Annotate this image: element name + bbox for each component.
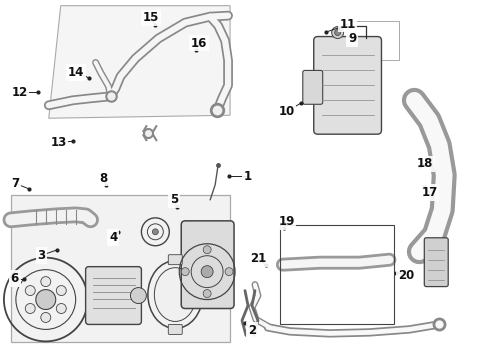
FancyBboxPatch shape (303, 71, 323, 104)
Text: 4: 4 (109, 231, 117, 244)
FancyBboxPatch shape (314, 37, 382, 134)
Text: 3: 3 (37, 249, 46, 262)
Circle shape (335, 30, 341, 36)
Text: 20: 20 (398, 269, 414, 282)
FancyBboxPatch shape (168, 324, 182, 334)
Circle shape (203, 289, 211, 298)
Text: 1: 1 (244, 170, 252, 183)
Circle shape (201, 266, 213, 278)
Text: 9: 9 (348, 32, 357, 45)
FancyBboxPatch shape (181, 221, 234, 309)
Circle shape (56, 303, 66, 314)
Text: 15: 15 (143, 12, 159, 24)
Text: 21: 21 (250, 252, 267, 265)
Text: 19: 19 (278, 215, 294, 228)
Text: 8: 8 (99, 172, 108, 185)
Bar (349, 21, 399, 60)
Bar (280, 225, 394, 324)
Text: 2: 2 (248, 324, 256, 337)
Circle shape (225, 268, 233, 276)
Text: 16: 16 (191, 36, 207, 50)
Ellipse shape (154, 268, 196, 321)
Circle shape (152, 229, 158, 235)
Circle shape (41, 312, 51, 323)
FancyBboxPatch shape (424, 238, 448, 287)
Text: 7: 7 (12, 177, 20, 190)
Circle shape (130, 288, 147, 303)
Circle shape (41, 276, 51, 287)
Bar (11, 195, 230, 342)
Text: 13: 13 (50, 136, 67, 149)
Text: 11: 11 (340, 18, 356, 31)
Text: 14: 14 (68, 66, 84, 79)
FancyBboxPatch shape (86, 267, 142, 324)
Circle shape (332, 27, 343, 39)
Circle shape (25, 285, 35, 296)
Text: 18: 18 (416, 157, 433, 170)
Circle shape (203, 246, 211, 254)
FancyBboxPatch shape (168, 255, 182, 265)
Circle shape (36, 289, 56, 310)
Text: 5: 5 (170, 193, 178, 206)
Circle shape (56, 285, 66, 296)
Text: 6: 6 (10, 272, 19, 285)
Text: 10: 10 (278, 105, 294, 118)
Text: 12: 12 (11, 86, 27, 99)
Circle shape (25, 303, 35, 314)
Text: 17: 17 (421, 186, 438, 199)
Polygon shape (49, 6, 230, 118)
Circle shape (181, 268, 189, 276)
